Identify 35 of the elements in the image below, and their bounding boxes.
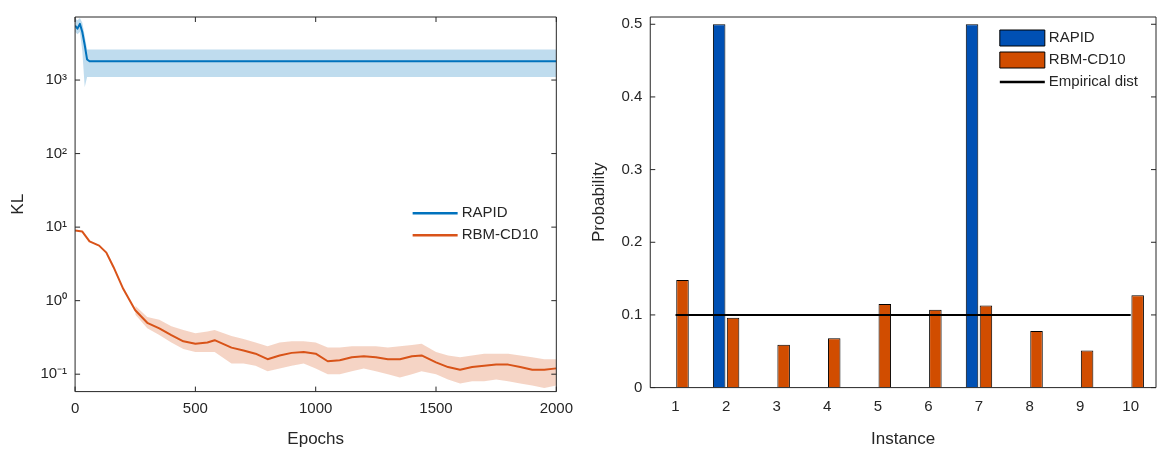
x-tick-label: 0 xyxy=(70,398,80,416)
x-tick-label: 1500 xyxy=(419,398,453,416)
x-tick-label: 500 xyxy=(182,398,208,416)
y-tick-label: 10⁻¹ xyxy=(40,364,68,382)
x-tick-label: 2000 xyxy=(539,398,573,416)
y-tick-label: 0.1 xyxy=(621,305,643,323)
legend-label: RAPID xyxy=(1048,28,1095,46)
y-axis-title: KL xyxy=(7,193,27,215)
x-axis-title: Epochs xyxy=(287,429,345,449)
x-tick-label: 9 xyxy=(1075,396,1085,414)
x-axis-title: Instance xyxy=(870,429,936,449)
x-tick-label: 3 xyxy=(772,396,781,414)
x-tick-label: 4 xyxy=(823,396,832,414)
x-tick-label: 1 xyxy=(671,396,680,414)
y-tick-label: 10⁰ xyxy=(45,290,68,308)
y-tick-label: 0.2 xyxy=(621,232,643,250)
x-tick-label: 1000 xyxy=(299,398,333,416)
y-tick-label: 0 xyxy=(633,377,643,395)
y-tick-label: 0.3 xyxy=(621,159,643,177)
y-tick-label: 10¹ xyxy=(45,217,68,235)
y-tick-label: 10² xyxy=(45,143,68,161)
x-tick-label: 6 xyxy=(924,396,933,414)
y-tick-label: 10³ xyxy=(45,70,68,88)
x-tick-label: 5 xyxy=(873,396,883,414)
x-tick-label: 2 xyxy=(721,396,731,414)
legend-label: RBM-CD10 xyxy=(461,225,539,243)
x-tick-label: 10 xyxy=(1122,396,1140,414)
x-tick-label: 8 xyxy=(1025,396,1034,414)
y-axis-title: Probability xyxy=(588,162,608,242)
x-tick-label: 7 xyxy=(974,396,984,414)
legend-label: Empirical dist xyxy=(1048,72,1139,90)
y-tick-label: 0.5 xyxy=(621,14,643,32)
legend-label: RBM-CD10 xyxy=(1048,50,1126,68)
y-tick-label: 0.4 xyxy=(621,87,643,105)
legend-label: RAPID xyxy=(461,203,508,221)
